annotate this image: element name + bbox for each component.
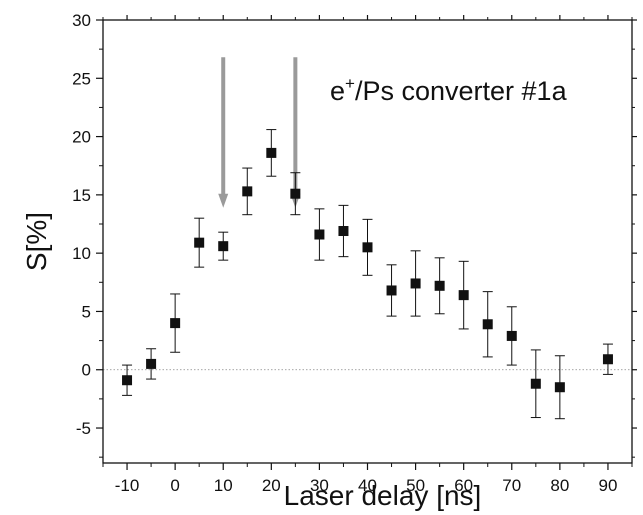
x-tick-label: 90 <box>598 476 617 495</box>
y-tick-label: 30 <box>72 11 91 30</box>
data-point <box>146 358 157 369</box>
data-point <box>506 330 517 341</box>
plot-annotation: e+/Ps converter #1a <box>330 74 568 106</box>
data-point <box>362 242 373 253</box>
y-tick-label: 5 <box>82 302 91 321</box>
data-point <box>602 354 613 365</box>
annotation-rest: /Ps converter #1a <box>355 76 568 106</box>
y-tick-label: 20 <box>72 128 91 147</box>
data-point <box>434 280 445 291</box>
x-tick-label: 50 <box>406 476 425 495</box>
data-point <box>314 229 325 240</box>
x-tick-label: 60 <box>454 476 473 495</box>
data-point <box>266 147 277 158</box>
data-point <box>530 378 541 389</box>
data-point <box>338 226 349 237</box>
data-point <box>242 186 253 197</box>
x-axis-label: Laser delay [ns] <box>284 480 482 511</box>
data-point <box>194 237 205 248</box>
data-point <box>554 382 565 393</box>
data-point <box>482 319 493 330</box>
x-tick-label: 0 <box>170 476 179 495</box>
y-tick-label: 10 <box>72 244 91 263</box>
y-tick-label: 15 <box>72 186 91 205</box>
data-point <box>410 278 421 289</box>
x-tick-label: -10 <box>115 476 140 495</box>
arrow-head <box>218 193 229 208</box>
x-tick-label: 20 <box>262 476 281 495</box>
data-point <box>170 318 181 329</box>
data-point <box>218 241 229 252</box>
y-tick-label: -5 <box>76 419 91 438</box>
y-axis-label: S[%] <box>21 212 52 271</box>
data-point <box>386 285 397 296</box>
x-tick-label: 80 <box>550 476 569 495</box>
data-point <box>458 290 469 301</box>
annotation-superscript: + <box>345 74 355 93</box>
y-tick-label: 25 <box>72 69 91 88</box>
y-tick-label: 0 <box>82 361 91 380</box>
annotation-base: e <box>330 76 345 106</box>
x-tick-label: 30 <box>310 476 329 495</box>
data-point <box>122 375 133 386</box>
data-point <box>290 188 301 199</box>
x-tick-label: 40 <box>358 476 377 495</box>
x-tick-label: 10 <box>214 476 233 495</box>
x-tick-label: 70 <box>502 476 521 495</box>
